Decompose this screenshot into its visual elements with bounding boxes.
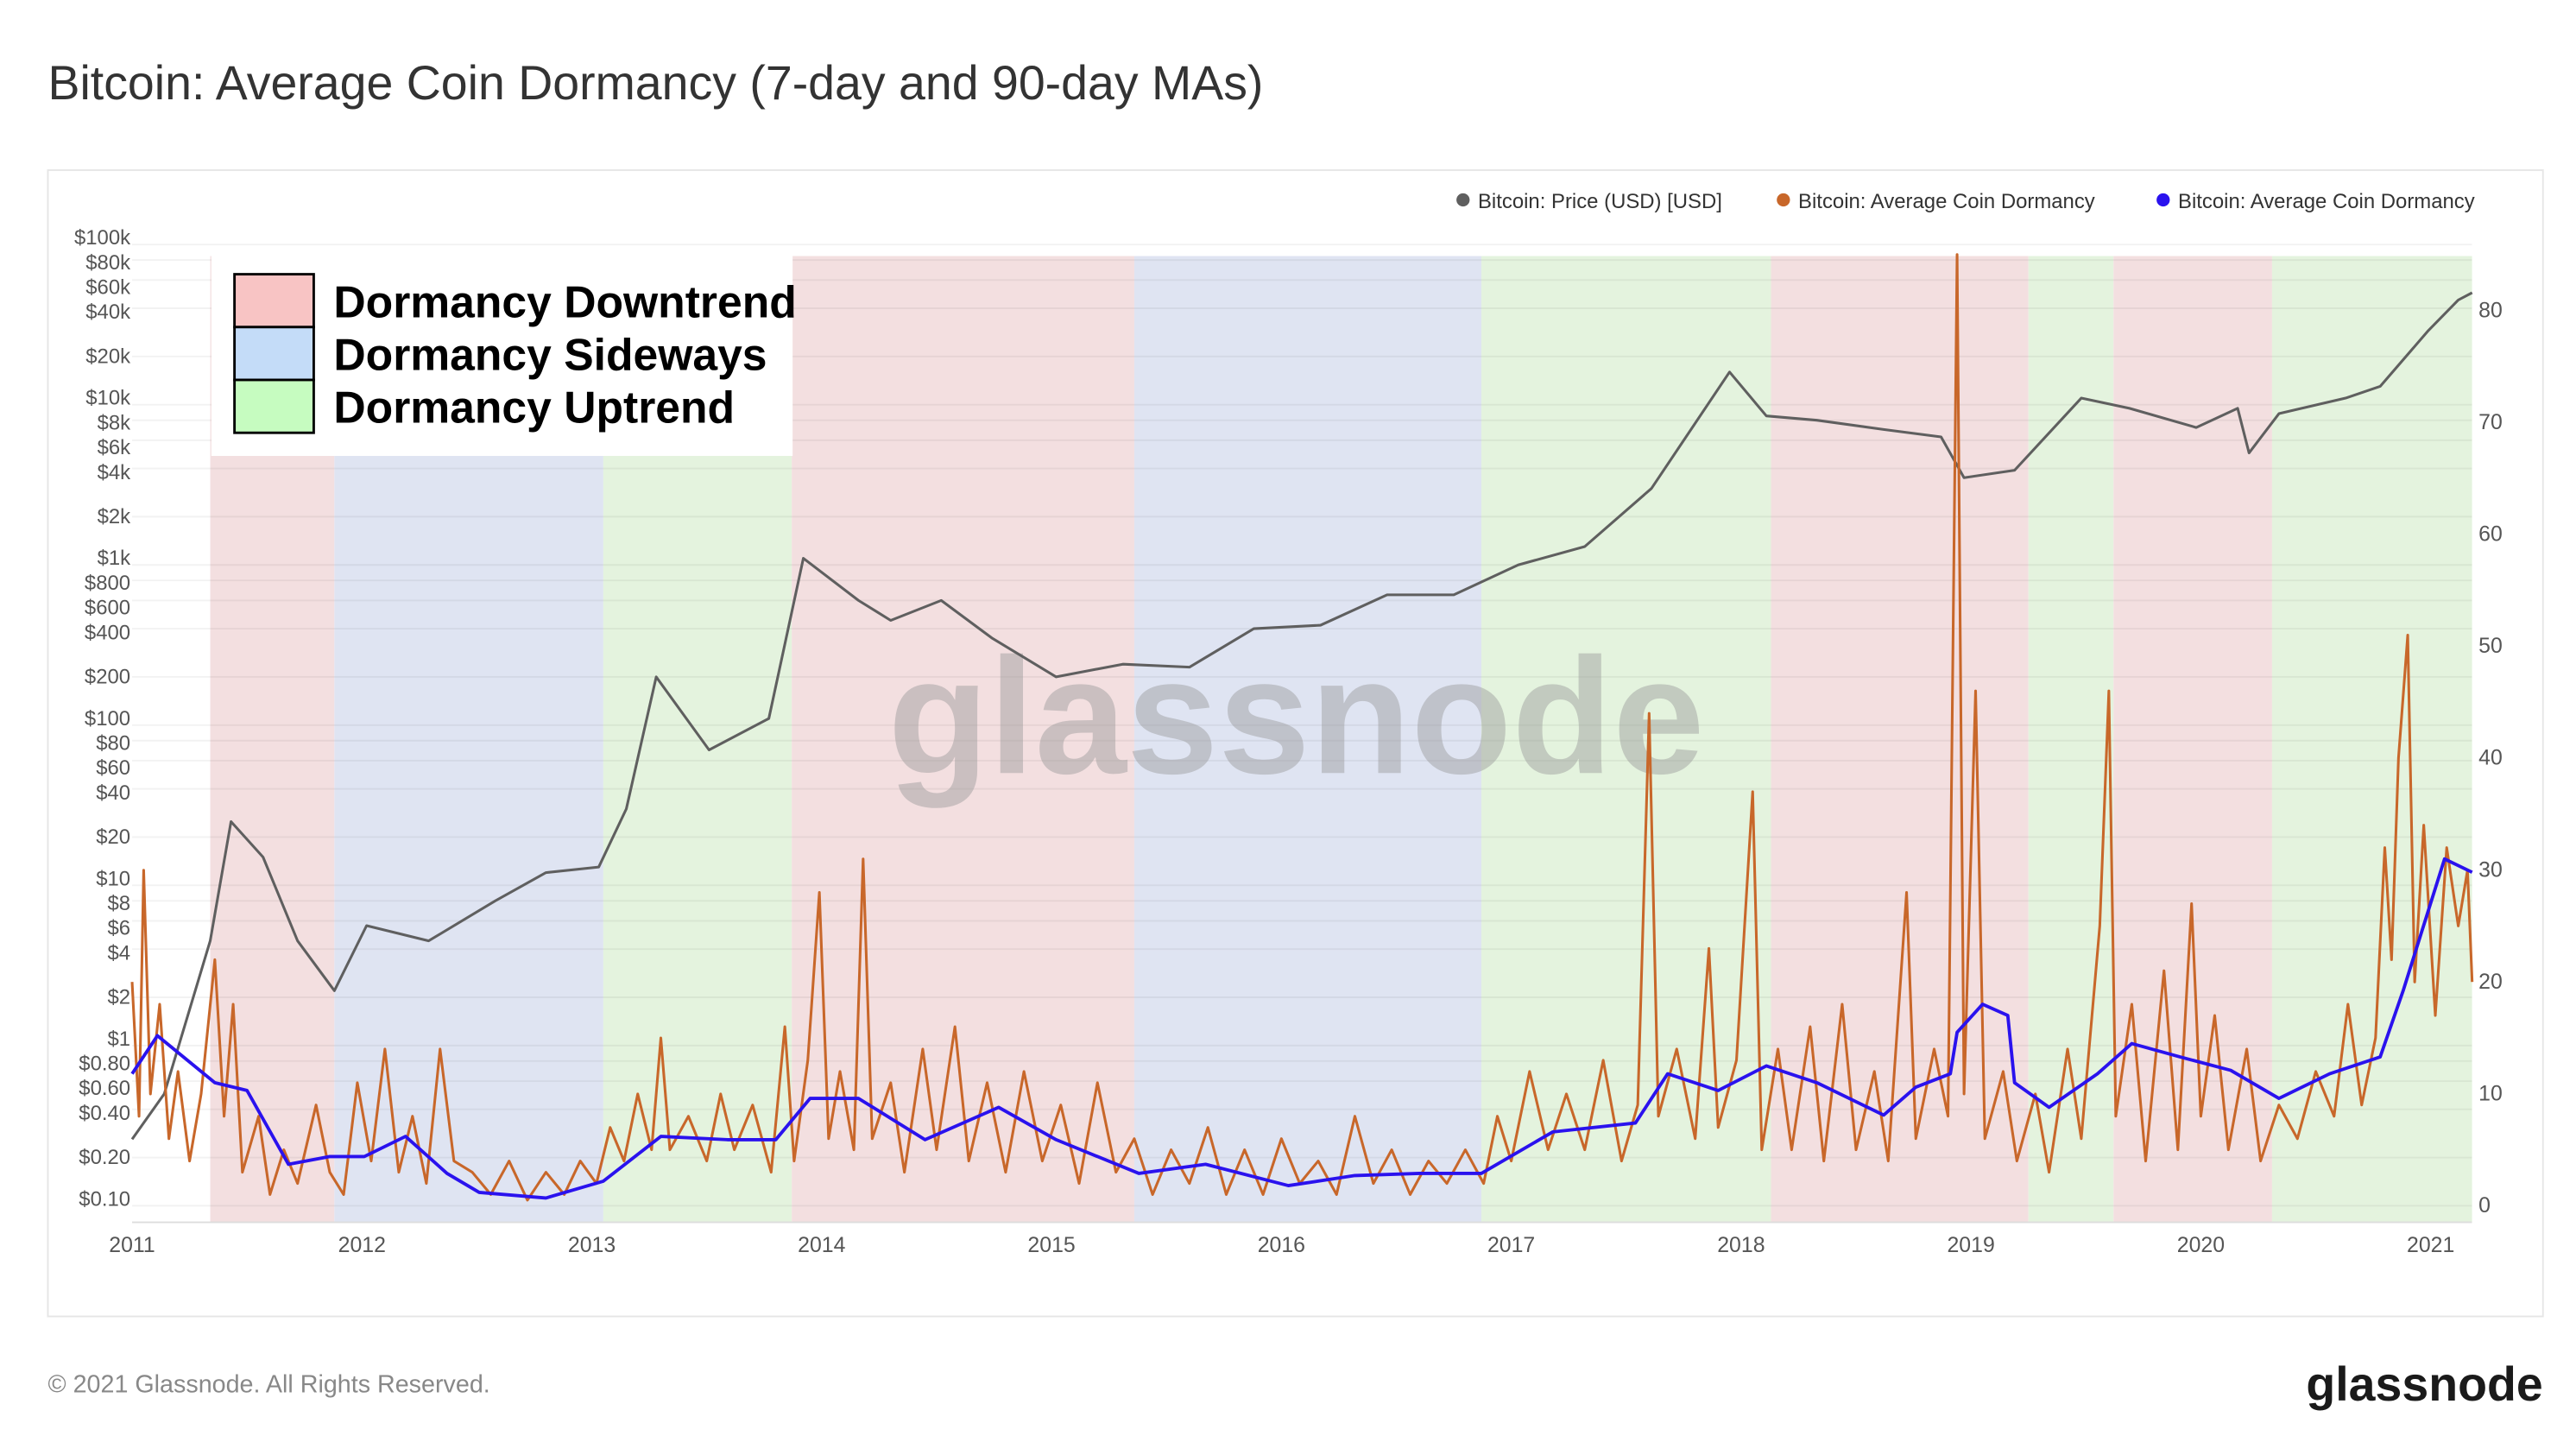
y-right-tick-label: 70 [2478,410,2503,434]
y-left-tick-label: $2 [108,986,131,1009]
page-title: Bitcoin: Average Coin Dormancy (7-day an… [47,56,1263,110]
y-left-tick-label: $8 [108,892,131,915]
y-left-tick-label: $0.20 [79,1146,130,1169]
legend-dot-price [1456,193,1470,207]
x-tick-label: 2011 [109,1233,155,1257]
x-tick-label: 2017 [1487,1233,1535,1257]
y-right-tick-label: 40 [2478,746,2503,770]
y-left-tick-label: $800 [85,572,130,595]
x-tick-label: 2020 [2177,1233,2225,1257]
y-left-tick-label: $100k [74,226,130,250]
band-uptrend [2271,256,2472,1223]
y-left-tick-label: $1 [108,1028,131,1051]
left-axis: $0.10 $0.20 $0.40$0.60$0.80$1 $2 $4$6$8$10 $2… [74,226,130,1211]
legend-swatch-uptrend [233,378,315,434]
watermark: glassnode [888,623,1705,808]
legend-label-uptrend: Dormancy Uptrend [333,383,735,433]
y-left-tick-label: $600 [85,597,130,620]
x-tick-label: 2021 [2407,1233,2454,1257]
legend-label-downtrend: Dormancy Downtrend [333,276,796,326]
x-axis: 2011 2012 2013 2014 2015 2016 2017 2018 2019 2020… [109,1221,2472,1257]
y-left-tick-label: $0.10 [79,1187,130,1211]
x-tick-label: 2012 [338,1233,386,1257]
y-left-tick-label: $6 [108,917,131,940]
y-left-tick-label: $200 [85,666,130,689]
legend-dot-dormancy-7d [1777,193,1790,207]
legend-swatch-sideways [233,326,315,382]
y-left-tick-label: $100 [85,707,130,730]
series-legend: Bitcoin: Price (USD) [USD] Bitcoin: Aver… [1456,190,2475,213]
band-uptrend [2028,256,2114,1223]
gridlines [132,243,2472,1207]
legend-label-sideways: Dormancy Sideways [333,330,767,380]
legend-swatch-downtrend [233,273,315,329]
y-left-tick-label: $60k [85,276,130,300]
x-tick-label: 2016 [1258,1233,1305,1257]
y-right-tick-label: 30 [2478,857,2503,882]
price-line [130,291,2473,1141]
legend-item-price[interactable]: Bitcoin: Price (USD) [USD] [1478,190,1722,213]
y-right-tick-label: 0 [2478,1193,2491,1217]
x-tick-label: 2019 [1947,1233,1994,1257]
y-left-tick-label: $10 [96,867,130,890]
band-uptrend [1481,256,1771,1223]
legend-dot-dormancy-90d [2156,193,2170,207]
y-left-tick-label: $40k [85,300,130,324]
y-left-tick-label: $40 [96,781,130,805]
right-axis: 0 10 20 30 40 50 60 70 80 [2478,298,2503,1217]
y-right-tick-label: 20 [2478,970,2503,994]
y-left-tick-label: $2k [98,505,131,528]
y-left-tick-label: $80 [96,731,130,755]
y-left-tick-label: $4 [108,941,131,964]
y-left-tick-label: $400 [85,621,130,644]
dormancy-7d-line [130,253,2474,1202]
y-left-tick-label: $20k [85,345,130,368]
glassnode-logo: glassnode [2306,1357,2542,1411]
y-left-tick-label: $80k [85,251,130,275]
y-left-tick-label: $10k [85,387,130,410]
dormancy-90d-line [130,857,2473,1200]
band-sideways [1133,256,1481,1223]
y-right-tick-label: 80 [2478,298,2503,322]
band-downtrend [792,256,1134,1223]
legend-item-dormancy-90d[interactable]: Bitcoin: Average Coin Dormancy [2178,190,2475,213]
x-tick-label: 2015 [1027,1233,1075,1257]
band-legend: Dormancy Downtrend Dormancy Sideways Dor… [211,250,797,456]
y-left-tick-label: $4k [98,461,131,484]
y-right-tick-label: 50 [2478,634,2503,658]
y-left-tick-label: $0.60 [79,1077,130,1100]
y-left-tick-label: $8k [98,411,131,434]
x-tick-label: 2014 [798,1233,845,1257]
legend-item-dormancy-7d[interactable]: Bitcoin: Average Coin Dormancy [1798,190,2095,213]
x-tick-label: 2013 [568,1233,616,1257]
band-downtrend [1771,256,2029,1223]
copyright: © 2021 Glassnode. All Rights Reserved. [47,1371,489,1399]
y-left-tick-label: $20 [96,825,130,849]
series-lines [130,253,2474,1202]
y-right-tick-label: 10 [2478,1081,2503,1105]
x-tick-label: 2018 [1717,1233,1765,1257]
y-left-tick-label: $6k [98,436,131,459]
y-left-tick-label: $0.80 [79,1053,130,1076]
y-left-tick-label: $60 [96,756,130,780]
y-left-tick-label: $0.40 [79,1102,130,1125]
y-right-tick-label: 60 [2478,522,2503,547]
y-left-tick-label: $1k [98,547,131,570]
